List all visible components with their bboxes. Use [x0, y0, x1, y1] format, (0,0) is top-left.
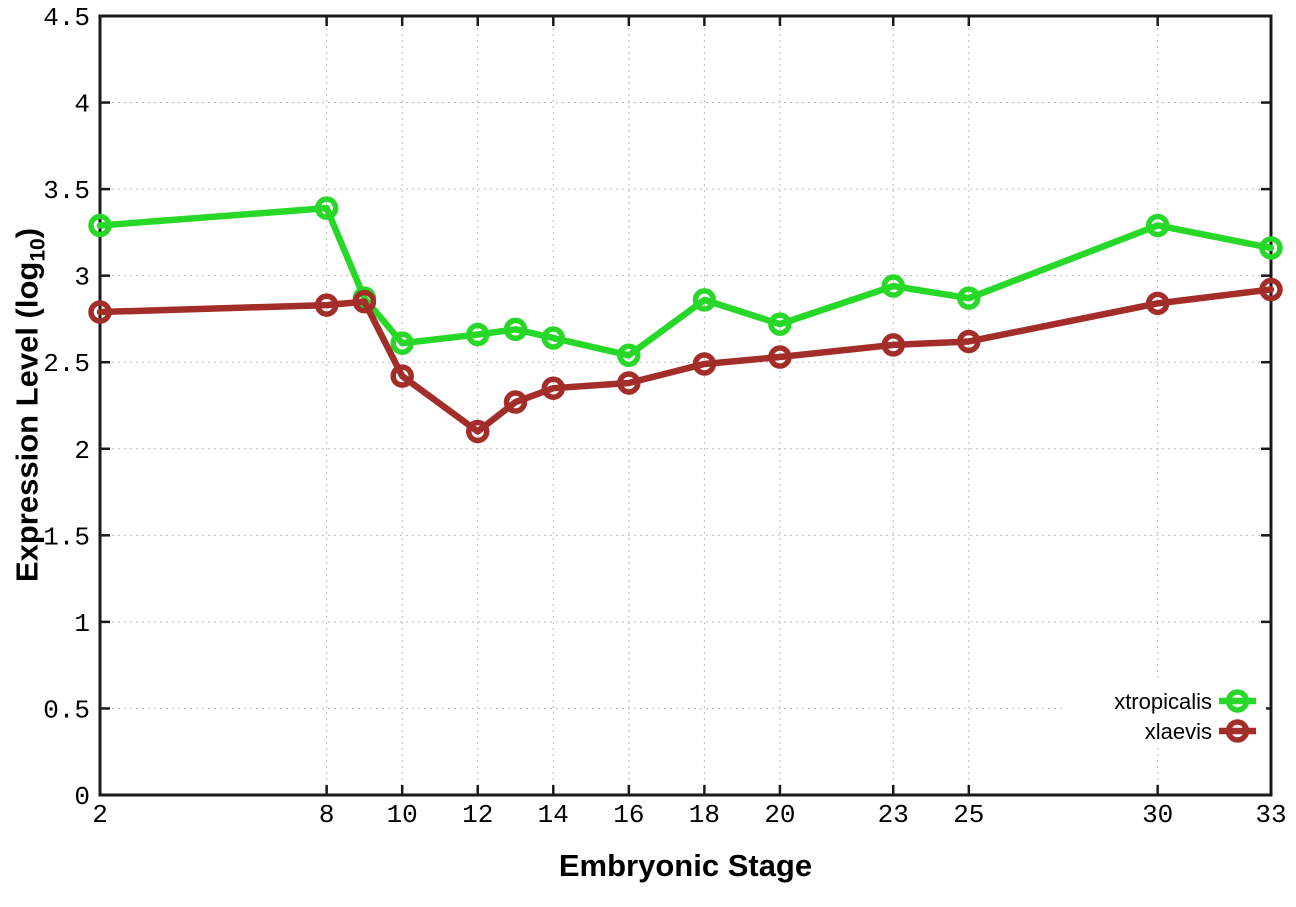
legend-label-xlaevis: xlaevis	[1145, 719, 1212, 744]
y-tick-label: 0.5	[43, 695, 90, 725]
data-point-xlaevis	[465, 419, 490, 444]
x-tick-label: 2	[92, 800, 108, 830]
data-point-xlaevis	[768, 345, 792, 369]
x-tick-label: 14	[538, 800, 569, 830]
y-tick-label: 2	[74, 436, 90, 466]
data-point-xtropicalis	[541, 326, 566, 350]
data-point-xtropicalis	[768, 312, 792, 336]
data-point-xlaevis	[541, 376, 566, 400]
data-point-xtropicalis	[88, 213, 112, 238]
data-point-xlaevis	[617, 371, 641, 395]
x-tick-label: 25	[953, 800, 984, 830]
x-tick-label: 12	[462, 800, 493, 830]
data-point-xlaevis	[1259, 277, 1283, 302]
y-tick-label: 0	[74, 782, 90, 812]
data-point-xtropicalis	[503, 317, 528, 342]
data-point-xlaevis	[692, 352, 717, 376]
y-tick-label: 1	[74, 609, 90, 639]
legend-marker-xtropicalis	[1225, 689, 1250, 713]
series-line-xlaevis	[96, 286, 1275, 435]
legend-marker-xlaevis	[1225, 719, 1250, 743]
x-axis-title: Embryonic Stage	[558, 848, 813, 883]
plot-border	[98, 14, 1273, 797]
x-tick-label: 10	[387, 800, 418, 830]
data-point-xtropicalis	[957, 286, 981, 310]
x-tick-label: 33	[1255, 800, 1286, 830]
y-tick-label: 2.5	[43, 349, 90, 379]
data-point-xlaevis	[88, 300, 112, 324]
data-point-xtropicalis	[314, 196, 339, 220]
data-point-xtropicalis	[1259, 236, 1283, 260]
data-point-xlaevis	[390, 364, 414, 388]
y-tick-label: 4	[74, 90, 90, 120]
data-point-xtropicalis	[881, 274, 906, 298]
y-axis-title-subscript: 10	[26, 238, 50, 262]
y-tick-label: 3.5	[43, 176, 90, 206]
series-line-xtropicalis	[96, 204, 1275, 359]
data-point-xtropicalis	[390, 331, 414, 355]
data-point-xtropicalis	[692, 288, 717, 312]
y-axis-title: Expression Level (log10)	[9, 228, 50, 582]
data-point-xtropicalis	[617, 343, 641, 368]
data-point-xlaevis	[314, 293, 339, 317]
x-tick-label: 20	[764, 800, 795, 830]
x-tick-label: 16	[613, 800, 644, 830]
y-tick-label: 1.5	[43, 522, 90, 552]
y-tick-label: 4.5	[43, 3, 90, 33]
data-point-xlaevis	[352, 289, 377, 314]
y-axis-title-close: )	[9, 227, 45, 239]
x-tick-label: 23	[878, 800, 909, 830]
x-tick-label: 8	[319, 800, 335, 830]
legend-label-xtropicalis: xtropicalis	[1114, 689, 1212, 714]
data-point-xlaevis	[881, 333, 906, 357]
x-tick-label: 18	[689, 800, 720, 830]
data-point-xlaevis	[1145, 291, 1170, 316]
data-point-xtropicalis	[1145, 213, 1170, 238]
y-tick-label: 3	[74, 263, 90, 293]
data-point-xtropicalis	[465, 322, 490, 347]
x-tick-label: 30	[1142, 800, 1173, 830]
data-point-xlaevis	[957, 329, 981, 354]
y-axis-title-text: Expression Level (log	[9, 261, 45, 583]
data-point-xlaevis	[503, 390, 528, 414]
